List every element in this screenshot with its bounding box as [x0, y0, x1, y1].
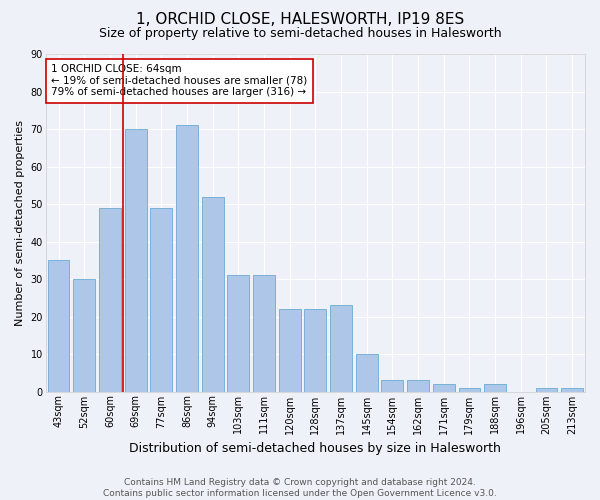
Bar [382, 380, 403, 392]
Bar [484, 384, 506, 392]
Bar [356, 354, 377, 392]
Bar [253, 276, 275, 392]
Bar [279, 309, 301, 392]
Bar [73, 279, 95, 392]
Bar [99, 208, 121, 392]
Y-axis label: Number of semi-detached properties: Number of semi-detached properties [15, 120, 25, 326]
Text: 1, ORCHID CLOSE, HALESWORTH, IP19 8ES: 1, ORCHID CLOSE, HALESWORTH, IP19 8ES [136, 12, 464, 28]
Bar [536, 388, 557, 392]
Bar [47, 260, 70, 392]
Bar [433, 384, 455, 392]
Bar [125, 129, 146, 392]
Bar [202, 196, 224, 392]
Bar [561, 388, 583, 392]
Text: 1 ORCHID CLOSE: 64sqm
← 19% of semi-detached houses are smaller (78)
79% of semi: 1 ORCHID CLOSE: 64sqm ← 19% of semi-deta… [51, 64, 307, 98]
Text: Size of property relative to semi-detached houses in Halesworth: Size of property relative to semi-detach… [98, 28, 502, 40]
Bar [227, 276, 249, 392]
Bar [304, 309, 326, 392]
X-axis label: Distribution of semi-detached houses by size in Halesworth: Distribution of semi-detached houses by … [130, 442, 501, 455]
Bar [330, 306, 352, 392]
Bar [458, 388, 481, 392]
Text: Contains HM Land Registry data © Crown copyright and database right 2024.
Contai: Contains HM Land Registry data © Crown c… [103, 478, 497, 498]
Bar [407, 380, 429, 392]
Bar [176, 126, 198, 392]
Bar [151, 208, 172, 392]
